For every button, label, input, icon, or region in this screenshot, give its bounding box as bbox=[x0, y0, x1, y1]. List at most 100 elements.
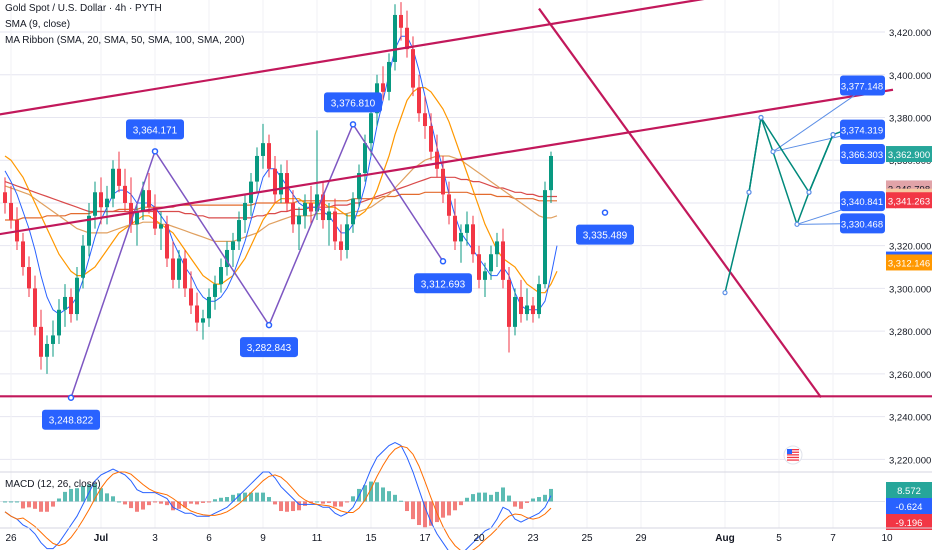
candle-body bbox=[165, 224, 169, 259]
macd-histogram-bar bbox=[237, 493, 241, 502]
candle-body bbox=[99, 192, 103, 208]
macd-histogram-bar bbox=[81, 485, 85, 502]
price-axis-tick: 3,400.000 bbox=[889, 71, 931, 82]
macd-histogram-bar bbox=[297, 501, 301, 511]
candle-body bbox=[21, 241, 25, 268]
time-axis-tick: 17 bbox=[419, 533, 431, 544]
flag-stripe bbox=[787, 449, 799, 451]
macd-histogram-bar bbox=[93, 483, 97, 502]
macd-histogram-bar bbox=[417, 501, 421, 526]
macd-histogram-bar bbox=[369, 481, 373, 502]
sma-legend[interactable]: SMA (9, close) bbox=[5, 19, 71, 30]
candle-body bbox=[159, 224, 163, 229]
candle-body bbox=[141, 190, 145, 212]
macd-histogram-bar bbox=[309, 501, 313, 503]
macd-histogram-bar bbox=[177, 501, 181, 509]
candle-body bbox=[357, 173, 361, 199]
chart-title: Gold Spot / U.S. Dollar · 4h · PYTH bbox=[5, 3, 162, 14]
price-callout-box bbox=[240, 337, 298, 358]
macd-histogram-bar bbox=[207, 501, 211, 503]
candle-body bbox=[219, 267, 223, 285]
macd-histogram-bar bbox=[453, 501, 457, 511]
price-callout-label: 3,376.810 bbox=[331, 98, 376, 109]
candle-body bbox=[27, 267, 31, 289]
candle-body bbox=[459, 232, 463, 242]
candle-body bbox=[231, 241, 235, 250]
pivot-point bbox=[265, 321, 273, 329]
candle-body bbox=[195, 305, 199, 323]
candle-body bbox=[111, 168, 115, 199]
macd-histogram-bar bbox=[183, 501, 187, 508]
candle-body bbox=[519, 296, 523, 315]
candle-body bbox=[81, 245, 85, 278]
candle-body bbox=[387, 61, 391, 92]
pivot-point bbox=[67, 394, 75, 401]
projection-point bbox=[770, 149, 776, 155]
price-callout-box bbox=[42, 409, 100, 430]
candle-body bbox=[309, 202, 313, 212]
macd-histogram-bar bbox=[345, 501, 349, 503]
macd-axis-badge bbox=[886, 514, 932, 530]
candle-body bbox=[33, 288, 37, 327]
candle-body bbox=[417, 87, 421, 114]
macd-histogram-bar bbox=[381, 487, 385, 502]
candle-body bbox=[75, 277, 79, 315]
flag-stripe bbox=[787, 456, 799, 459]
price-axis-tick: 3,260.000 bbox=[889, 370, 931, 381]
price-callout-box bbox=[126, 119, 184, 140]
target-price-box bbox=[840, 144, 885, 165]
macd-histogram-bar bbox=[333, 501, 337, 507]
projection-point bbox=[758, 114, 764, 121]
grid-lines bbox=[0, 0, 885, 528]
macd-histogram-bar bbox=[483, 492, 487, 502]
candle-body bbox=[405, 27, 409, 50]
candle-body bbox=[93, 192, 97, 216]
time-axis-tick: 5 bbox=[776, 533, 782, 544]
candle-body bbox=[255, 155, 259, 182]
candle-body bbox=[87, 215, 91, 246]
price-axis-badge-label: 3,341.263 bbox=[888, 196, 930, 207]
macd-histogram-bar bbox=[171, 501, 175, 511]
macd-histogram-bar bbox=[27, 501, 31, 508]
candle-body bbox=[189, 288, 193, 306]
macd-histogram-bar bbox=[123, 501, 127, 505]
candle-body bbox=[525, 305, 529, 315]
macd-line bbox=[4, 441, 552, 550]
price-axis-tick: 3,300.000 bbox=[889, 284, 931, 295]
flag-canton bbox=[787, 449, 792, 454]
macd-axis-badge-label: -9.196 bbox=[896, 518, 923, 529]
target-price-box bbox=[840, 191, 885, 212]
macd-axis-badge-label: -0.624 bbox=[896, 502, 923, 513]
time-axis-tick: 25 bbox=[581, 533, 593, 544]
candle-body bbox=[399, 14, 403, 28]
candle-body bbox=[207, 296, 211, 319]
fan-line bbox=[772, 85, 870, 153]
candle-body bbox=[63, 296, 67, 310]
time-axis-tick: 7 bbox=[830, 533, 836, 544]
macd-histogram-bar bbox=[165, 501, 169, 506]
target-price-label: 3,330.468 bbox=[841, 219, 883, 230]
macd-histogram-bar bbox=[315, 501, 319, 503]
price-axis-tick: 3,420.000 bbox=[889, 28, 931, 39]
macd-legend[interactable]: MACD (12, 26, close) bbox=[5, 479, 101, 490]
time-axis-tick: 23 bbox=[527, 533, 539, 544]
macd-histogram-bar bbox=[147, 501, 151, 506]
candle-body bbox=[543, 190, 547, 285]
ma-ribbon-legend[interactable]: MA Ribbon (SMA, 20, SMA, 50, SMA, 100, S… bbox=[5, 35, 245, 46]
macd-histogram-bar bbox=[405, 501, 409, 512]
price-callout-label: 3,248.822 bbox=[49, 416, 94, 427]
candle-body bbox=[363, 143, 367, 174]
price-callout-label: 3,335.489 bbox=[583, 231, 628, 242]
target-price-label: 3,377.148 bbox=[841, 81, 883, 92]
price-callout-box bbox=[324, 92, 382, 113]
macd-histogram-bar bbox=[273, 501, 277, 505]
macd-histogram-bar bbox=[99, 488, 103, 502]
candle-body bbox=[489, 254, 493, 272]
macd-histogram-bar bbox=[39, 501, 43, 512]
macd-histogram-bar bbox=[363, 485, 367, 502]
macd-histogram-bar bbox=[63, 491, 67, 502]
macd-histogram-bar bbox=[33, 501, 37, 509]
macd-histogram-bar bbox=[57, 498, 61, 502]
candle-body bbox=[267, 143, 271, 169]
